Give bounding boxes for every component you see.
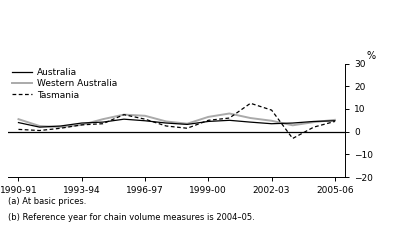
Text: %: %: [367, 51, 376, 61]
Text: (b) Reference year for chain volume measures is 2004–05.: (b) Reference year for chain volume meas…: [8, 213, 255, 222]
Legend: Australia, Western Australia, Tasmania: Australia, Western Australia, Tasmania: [12, 68, 117, 100]
Text: (a) At basic prices.: (a) At basic prices.: [8, 197, 86, 207]
